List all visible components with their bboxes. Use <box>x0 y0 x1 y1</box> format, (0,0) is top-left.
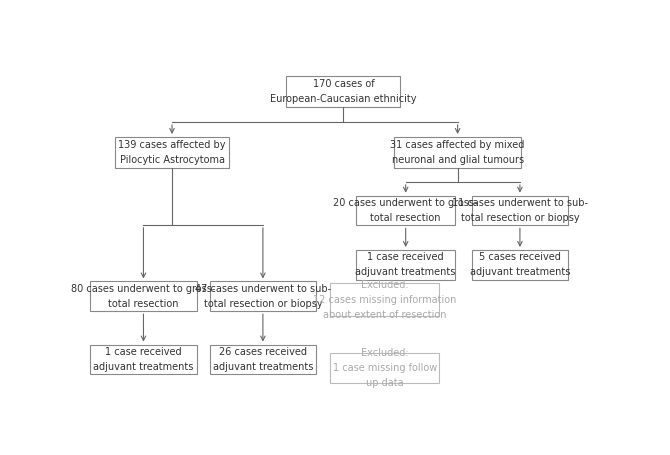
Text: 1 case received
adjuvant treatments: 1 case received adjuvant treatments <box>93 347 194 372</box>
FancyBboxPatch shape <box>394 137 521 168</box>
FancyBboxPatch shape <box>210 282 316 311</box>
FancyBboxPatch shape <box>330 283 440 317</box>
FancyBboxPatch shape <box>356 250 455 280</box>
FancyBboxPatch shape <box>90 282 197 311</box>
FancyBboxPatch shape <box>356 196 455 225</box>
Text: 80 cases underwent to gross-
total resection: 80 cases underwent to gross- total resec… <box>71 284 216 309</box>
Text: 170 cases of
European-Caucasian ethnicity: 170 cases of European-Caucasian ethnicit… <box>270 79 417 104</box>
FancyBboxPatch shape <box>90 344 197 374</box>
Text: 47 cases underwent to sub-
total resection or biopsy: 47 cases underwent to sub- total resecti… <box>195 284 331 309</box>
FancyBboxPatch shape <box>330 353 440 383</box>
Text: Excluded:
1 case missing follow
up data: Excluded: 1 case missing follow up data <box>333 349 437 388</box>
FancyBboxPatch shape <box>210 344 316 374</box>
Text: 139 cases affected by
Pilocytic Astrocytoma: 139 cases affected by Pilocytic Astrocyt… <box>119 140 226 165</box>
Text: Excluded:
12 cases missing information
about extent of resection: Excluded: 12 cases missing information a… <box>314 280 456 320</box>
Text: 5 cases received
adjuvant treatments: 5 cases received adjuvant treatments <box>470 253 570 277</box>
Text: 20 cases underwent to gross-
total resection: 20 cases underwent to gross- total resec… <box>334 198 478 223</box>
Text: 26 cases received
adjuvant treatments: 26 cases received adjuvant treatments <box>212 347 313 372</box>
Text: 11 cases underwent to sub-
total resection or biopsy: 11 cases underwent to sub- total resecti… <box>452 198 588 223</box>
FancyBboxPatch shape <box>286 76 401 107</box>
FancyBboxPatch shape <box>472 250 568 280</box>
FancyBboxPatch shape <box>472 196 568 225</box>
Text: 1 case received
adjuvant treatments: 1 case received adjuvant treatments <box>356 253 456 277</box>
FancyBboxPatch shape <box>115 137 229 168</box>
Text: 31 cases affected by mixed
neuronal and glial tumours: 31 cases affected by mixed neuronal and … <box>391 140 525 165</box>
